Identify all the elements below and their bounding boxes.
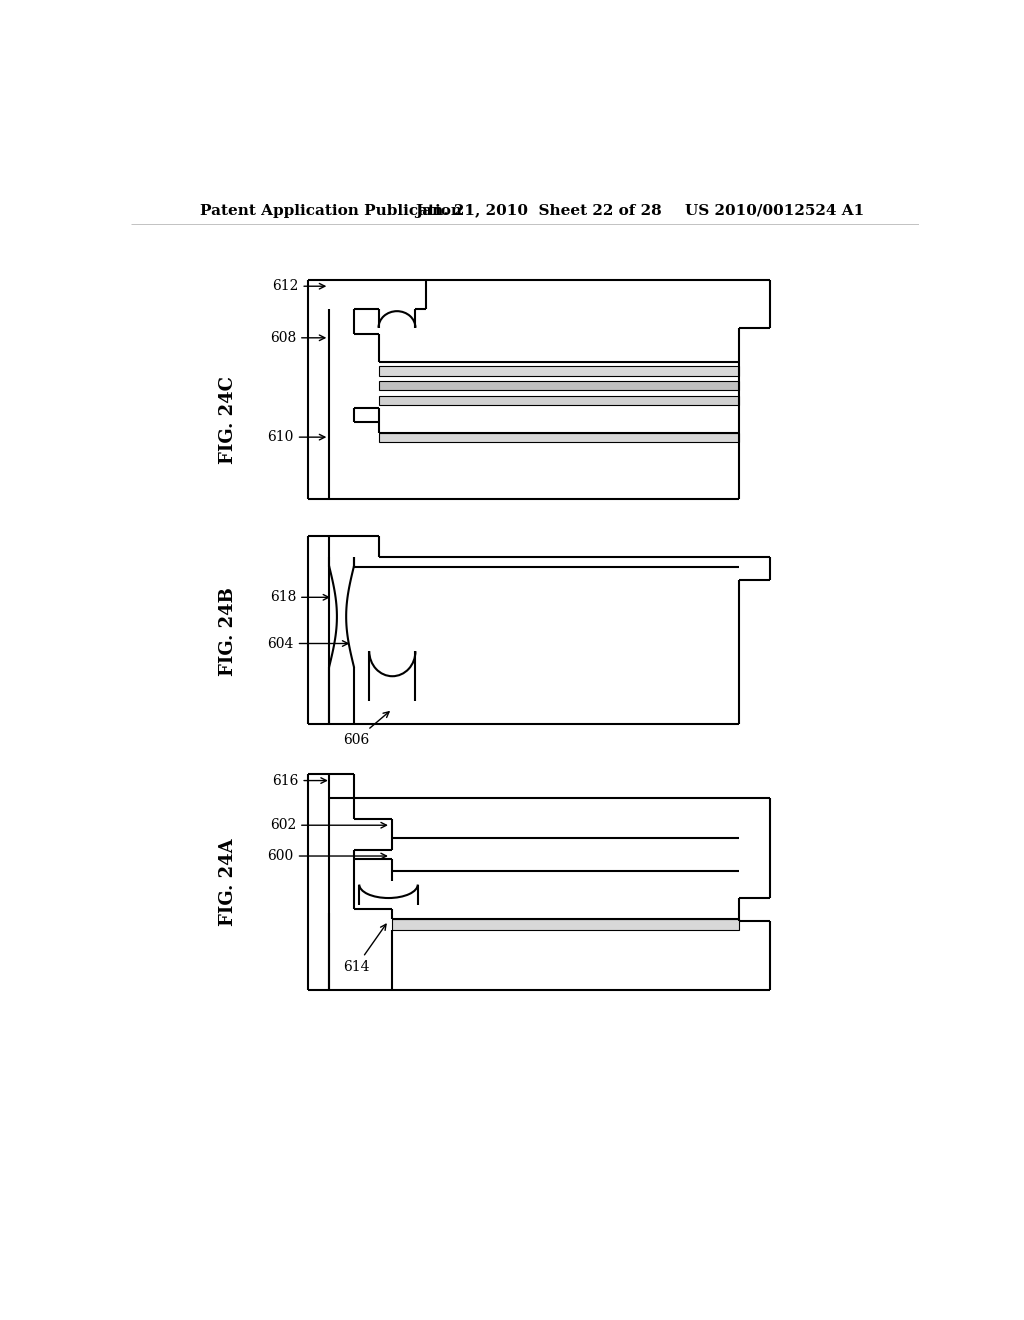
Text: 618: 618	[269, 590, 329, 605]
Text: FIG. 24A: FIG. 24A	[219, 838, 238, 927]
Polygon shape	[379, 433, 739, 442]
Text: Patent Application Publication: Patent Application Publication	[200, 203, 462, 218]
Text: FIG. 24C: FIG. 24C	[219, 376, 238, 465]
Text: 606: 606	[343, 711, 389, 747]
Text: 608: 608	[270, 331, 325, 345]
Text: 600: 600	[267, 849, 386, 863]
Text: 610: 610	[267, 430, 325, 444]
Polygon shape	[379, 396, 739, 405]
Text: FIG. 24B: FIG. 24B	[219, 587, 238, 676]
Polygon shape	[392, 919, 739, 929]
Text: 602: 602	[270, 818, 386, 832]
Polygon shape	[379, 367, 739, 376]
Polygon shape	[379, 381, 739, 391]
Text: US 2010/0012524 A1: US 2010/0012524 A1	[685, 203, 864, 218]
Text: Jan. 21, 2010  Sheet 22 of 28: Jan. 21, 2010 Sheet 22 of 28	[416, 203, 663, 218]
Text: 604: 604	[267, 636, 348, 651]
Text: 614: 614	[343, 924, 386, 974]
Text: 616: 616	[272, 774, 327, 788]
Text: 612: 612	[272, 280, 325, 293]
